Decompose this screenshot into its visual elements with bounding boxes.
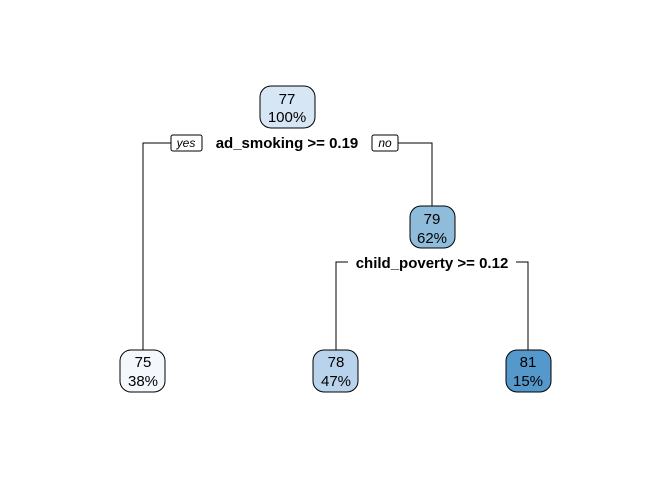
edge-root-left	[142, 142, 171, 350]
leaf-node-2-value: 78	[328, 354, 345, 371]
edge-root-right	[398, 142, 433, 206]
node-internal-2: 79 62%	[409, 205, 456, 249]
edge-n2-right	[516, 261, 529, 350]
leaf-node-2: 78 47%	[312, 349, 359, 393]
node-root-value: 77	[279, 91, 296, 108]
yes-tag: yes	[170, 134, 203, 152]
no-tag-label: no	[378, 136, 392, 150]
leaf-node-1: 75 38%	[119, 349, 166, 393]
node-internal-2-value: 79	[424, 211, 441, 228]
leaf-node-3-value: 81	[520, 354, 537, 371]
no-tag: no	[371, 134, 399, 152]
leaf-node-1-percent: 38%	[128, 373, 158, 390]
leaf-node-3-percent: 15%	[513, 373, 543, 390]
node-root: 77 100%	[259, 85, 316, 129]
leaf-node-3: 81 15%	[505, 349, 552, 393]
node-root-percent: 100%	[268, 109, 306, 126]
node-internal-2-percent: 62%	[417, 230, 447, 247]
split-label-child-poverty: child_poverty >= 0.12	[356, 255, 509, 272]
yes-tag-label: yes	[176, 136, 196, 150]
leaf-node-1-value: 75	[135, 354, 152, 371]
split-ad-smoking: ad_smoking >= 0.19 yes no	[170, 134, 399, 152]
leaf-node-2-percent: 47%	[321, 373, 351, 390]
split-label-ad-smoking: ad_smoking >= 0.19	[216, 135, 359, 152]
edge-n2-left	[335, 261, 348, 350]
